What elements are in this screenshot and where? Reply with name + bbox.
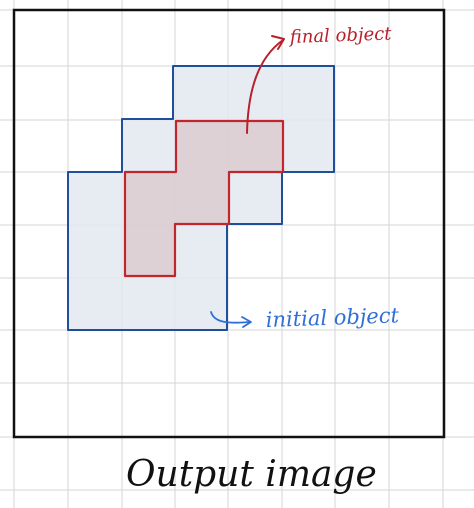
final-object-arrow — [246, 35, 285, 134]
final-object-label: final object — [287, 23, 392, 48]
initial-object-arrow — [210, 311, 252, 328]
image-frame — [12, 8, 446, 439]
initial-object-label: initial object — [265, 303, 400, 332]
caption: Output image — [126, 454, 377, 495]
final-object — [123, 119, 285, 278]
